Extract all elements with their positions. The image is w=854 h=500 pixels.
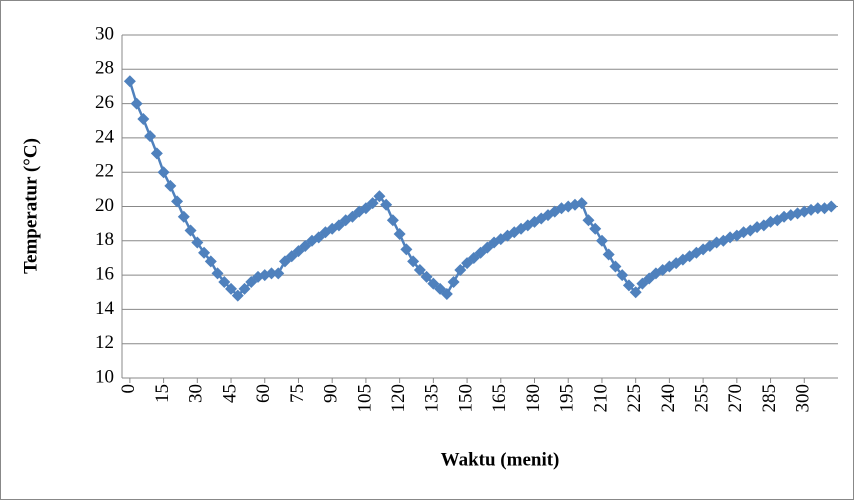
marker	[373, 190, 386, 203]
y-tick-label: 18	[95, 229, 114, 250]
marker	[400, 243, 413, 256]
x-tick-label: 300	[793, 384, 814, 413]
x-tick-label: 135	[422, 384, 443, 413]
marker	[589, 222, 602, 235]
y-tick-label: 30	[95, 23, 114, 44]
marker	[629, 286, 642, 299]
marker	[407, 255, 420, 268]
marker	[386, 214, 399, 227]
x-axis-title: Waktu (menit)	[441, 449, 560, 470]
y-tick-label: 14	[95, 298, 115, 319]
y-tick-label: 10	[95, 366, 114, 387]
marker	[575, 197, 588, 210]
marker	[157, 166, 170, 179]
marker	[204, 255, 217, 268]
x-tick-label: 105	[354, 384, 375, 413]
marker	[225, 282, 238, 295]
x-tick-label: 165	[489, 384, 510, 413]
x-tick-label: 150	[455, 384, 476, 413]
marker	[366, 197, 379, 210]
marker	[177, 210, 190, 223]
y-tick-label: 12	[95, 332, 114, 353]
marker	[413, 263, 426, 276]
x-tick-label: 45	[219, 384, 240, 403]
marker	[393, 227, 406, 240]
marker	[191, 236, 204, 249]
marker	[130, 97, 143, 110]
marker	[595, 234, 608, 247]
marker	[171, 195, 184, 208]
x-tick-label: 255	[691, 384, 712, 413]
marker	[198, 246, 211, 259]
marker	[211, 267, 224, 280]
marker	[245, 275, 258, 288]
marker	[137, 113, 150, 126]
marker	[218, 275, 231, 288]
marker	[622, 279, 635, 292]
x-tick-label: 90	[321, 384, 342, 403]
marker	[602, 248, 615, 261]
marker	[825, 200, 838, 213]
x-tick-label: 210	[590, 384, 611, 413]
x-tick-label: 225	[624, 384, 645, 413]
x-tick-label: 60	[253, 384, 274, 403]
x-tick-label: 0	[118, 384, 139, 394]
marker	[420, 270, 433, 283]
marker	[231, 289, 244, 302]
y-tick-label: 24	[95, 126, 115, 147]
x-tick-label: 270	[725, 384, 746, 413]
y-tick-label: 26	[95, 92, 114, 113]
marker	[272, 267, 285, 280]
y-axis-title: Temperatur (°C)	[20, 138, 41, 274]
x-tick-label: 180	[523, 384, 544, 413]
marker	[811, 202, 824, 215]
marker	[164, 179, 177, 192]
x-tick-label: 240	[658, 384, 679, 413]
x-tick-label: 30	[186, 384, 207, 403]
y-tick-label: 22	[95, 161, 114, 182]
marker	[150, 147, 163, 160]
marker	[265, 267, 278, 280]
x-tick-label: 285	[759, 384, 780, 413]
x-tick-label: 195	[557, 384, 578, 413]
marker	[609, 260, 622, 273]
marker	[440, 287, 453, 300]
marker	[238, 282, 251, 295]
marker	[454, 263, 467, 276]
marker	[123, 75, 136, 88]
y-tick-label: 28	[95, 58, 114, 79]
x-tick-label: 15	[152, 384, 173, 403]
marker	[467, 251, 480, 264]
marker	[144, 130, 157, 143]
y-tick-label: 16	[95, 263, 114, 284]
x-tick-label: 75	[287, 384, 308, 403]
marker	[582, 214, 595, 227]
marker	[616, 269, 629, 282]
marker	[184, 224, 197, 237]
marker	[380, 198, 393, 211]
marker	[447, 275, 460, 288]
y-tick-label: 20	[95, 195, 114, 216]
x-tick-label: 120	[388, 384, 409, 413]
